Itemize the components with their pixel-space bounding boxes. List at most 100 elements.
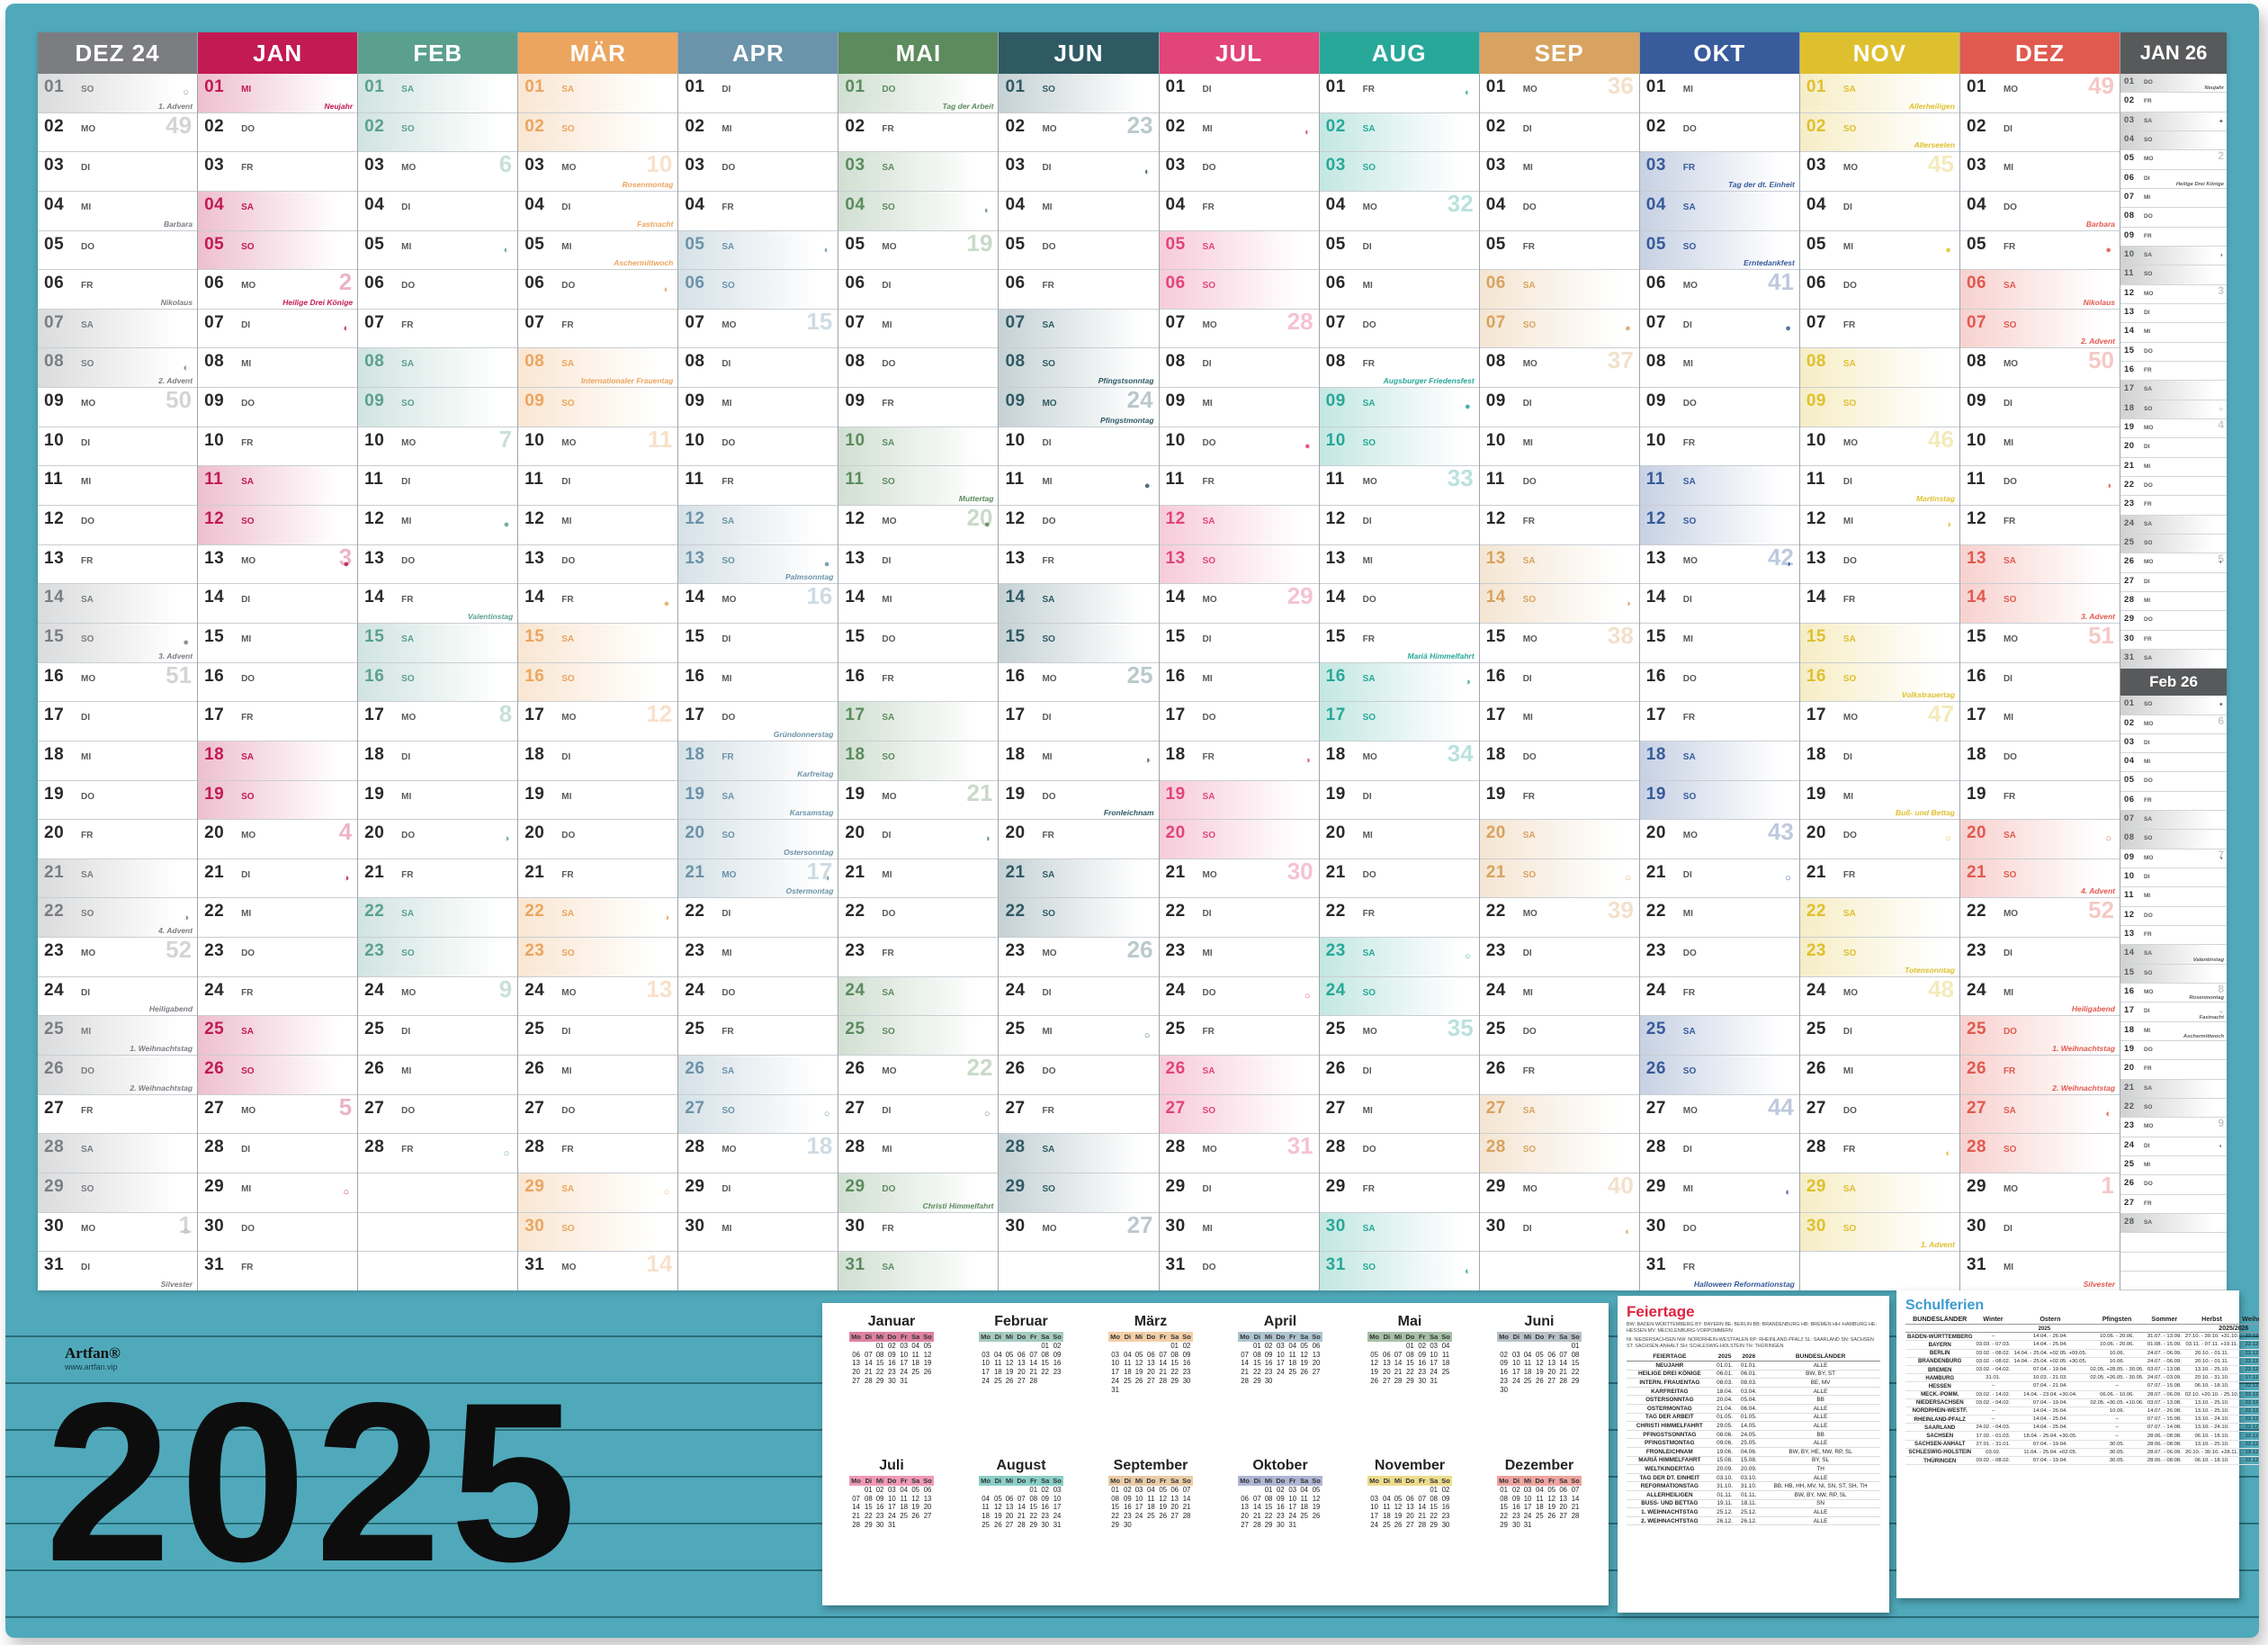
schulferien-header-cell: Weihnachten	[2240, 1314, 2259, 1325]
mini-calendar-day: 29	[865, 1520, 873, 1529]
mini-calendar-day: 01	[1029, 1486, 1038, 1494]
day-weekday: MO	[722, 869, 737, 880]
mini-calendar-day: 19	[911, 1503, 919, 1512]
mini-calendar-day	[1015, 1486, 1027, 1495]
day-row: 19 SA	[1159, 780, 1319, 821]
day-number: 12	[2124, 287, 2135, 298]
day-row: 07 MI	[838, 310, 999, 349]
mini-weekday-label: Mi	[1133, 1332, 1145, 1342]
mini-calendar-day: 20	[1383, 1368, 1391, 1377]
day-row: 02 SA	[1319, 112, 1479, 153]
day-number: 28	[204, 1137, 225, 1157]
day-row: 20 MO 4	[198, 820, 358, 859]
day-row: 20 SA ○	[1959, 820, 2120, 859]
holiday-label: Valentinstag	[2192, 957, 2225, 963]
month-column-aug: AUG 01 FR ◐ 02 SA 03 SO 04 MO 32 05 DI 06 MI 07 DO 08 FR Au…	[1318, 32, 1479, 1290]
mini-calendar-day: 02	[1277, 1486, 1285, 1494]
day-weekday: FR	[2144, 796, 2152, 804]
day-number: 28	[1485, 1137, 1506, 1157]
mini-calendar-day: 13	[852, 1359, 860, 1368]
mini-calendar-day: 25	[1288, 1368, 1297, 1377]
moon-phase-icon: ◐	[183, 362, 190, 373]
mini-calendar-week-row: 03 04 05 06 07 08 09	[1108, 1351, 1193, 1360]
day-weekday: MO	[1042, 1223, 1057, 1234]
mini-calendar-day	[1015, 1342, 1027, 1351]
day-number: 03	[44, 156, 65, 175]
day-row: 02 DI	[1479, 113, 1639, 153]
day-row: 10 DI	[2120, 868, 2228, 888]
day-weekday: DO	[2003, 477, 2017, 488]
mini-calendar-title: Mai	[1397, 1314, 1422, 1329]
day-number: 26	[1485, 1059, 1506, 1079]
mini-calendar-week-row: 21 22 23 24 25 26 27	[1238, 1368, 1322, 1377]
day-weekday: FR	[1682, 437, 1696, 448]
day-number: 09	[524, 391, 545, 411]
schulferien-cell: 06.10. - 18.10.	[2183, 1431, 2241, 1441]
day-weekday: SA	[81, 319, 94, 330]
mini-calendar-day: 15	[1264, 1503, 1273, 1512]
day-row: 06 DI Heilige Drei Könige	[2120, 170, 2228, 189]
day-number: 08	[1005, 352, 1026, 372]
mini-calendar-day	[1546, 1521, 1557, 1530]
mini-calendar-day: 07	[1571, 1486, 1580, 1494]
day-weekday: MO	[241, 831, 256, 841]
day-row: 03 MO 10 Rosenmontag	[518, 152, 678, 192]
month-header: NOV	[1799, 32, 1959, 74]
mini-calendar-day: 16	[1053, 1359, 1062, 1368]
day-weekday: MO	[722, 595, 737, 606]
day-row: 29 SO	[999, 1173, 1159, 1213]
day-row: 30 MI	[678, 1213, 838, 1253]
mini-calendar-day	[1546, 1386, 1557, 1395]
month-column-jan: JAN 01 MI Neujahr 02 DO 03 FR 04 SA 05 SO 06 MO 2 Heili…	[197, 32, 358, 1290]
feiertage-cell: 29.05.	[1712, 1421, 1737, 1431]
mini-calendar-day	[1533, 1386, 1546, 1395]
day-number: 20	[524, 823, 545, 843]
day-number: 21	[2124, 1082, 2135, 1092]
day-number: 26	[364, 1059, 385, 1079]
mini-calendar-day: 23	[1053, 1368, 1062, 1377]
day-number: 13	[1806, 548, 1826, 568]
day-number: 13	[204, 548, 225, 568]
mini-calendar-day: 13	[1406, 1503, 1414, 1512]
day-row: 27 MO 5	[198, 1095, 358, 1135]
day-number: 07	[1005, 312, 1026, 332]
day-number: 16	[1645, 666, 1666, 686]
day-row: 31 DI Silvester	[38, 1252, 197, 1290]
mini-calendar-day: 26	[1394, 1520, 1403, 1529]
day-weekday: SO	[2144, 701, 2153, 708]
mini-calendar-day: 17	[1512, 1368, 1520, 1377]
mini-calendar-day: 05	[911, 1486, 919, 1494]
day-row: 21 SA	[2120, 1079, 2228, 1100]
day-row: 02 FR	[838, 113, 999, 153]
moon-phase-icon: ◑	[503, 833, 510, 845]
mini-weekday-label: Mi	[1262, 1476, 1275, 1486]
mini-weekday-label: Di	[1251, 1332, 1263, 1342]
day-row: 29 SO	[38, 1173, 198, 1213]
day-weekday: DI	[1042, 713, 1052, 724]
day-row: 11 DO	[1479, 466, 1639, 507]
day-row: 24 MO 9	[358, 977, 518, 1017]
day-weekday: DI	[882, 555, 892, 566]
day-number: 16	[1165, 666, 1186, 686]
mini-calendar-weekday-row: Mo Di Mi Do Fr Sa So	[1367, 1476, 1452, 1486]
day-number: 12	[1005, 509, 1026, 529]
mini-calendar-day: 21	[1241, 1368, 1249, 1377]
calendar-week-number: 50	[166, 388, 193, 414]
schulferien-cell: 07.07. - 15.08.	[2145, 1415, 2183, 1425]
day-number: 19	[1645, 784, 1666, 804]
mini-calendar-day	[921, 1521, 934, 1530]
day-row: 24 FR	[1639, 977, 1799, 1017]
empty-row	[1480, 1252, 1639, 1290]
month-header: APR	[678, 32, 838, 74]
day-row: 08 SO 2. Advent ◐	[38, 348, 198, 389]
day-number: 10	[1005, 430, 1026, 450]
mini-calendar-week-row: 06 07 08 09 10 11 12	[1238, 1495, 1322, 1504]
moon-phase-icon: ◐	[1945, 1147, 1951, 1159]
day-weekday: SA	[2144, 386, 2153, 393]
feiertage-row: 1. WEIHNACHTSTAG 25.12. 25.12. ALLE	[1627, 1507, 1880, 1517]
mini-calendar-day: 01	[1111, 1486, 1119, 1494]
day-number: 23	[2124, 1120, 2135, 1131]
day-number: 28	[1806, 1137, 1826, 1157]
moon-phase-icon: ◐	[1465, 1265, 1471, 1277]
feiertage-cell: 1. WEIHNACHTSTAG	[1627, 1507, 1713, 1517]
